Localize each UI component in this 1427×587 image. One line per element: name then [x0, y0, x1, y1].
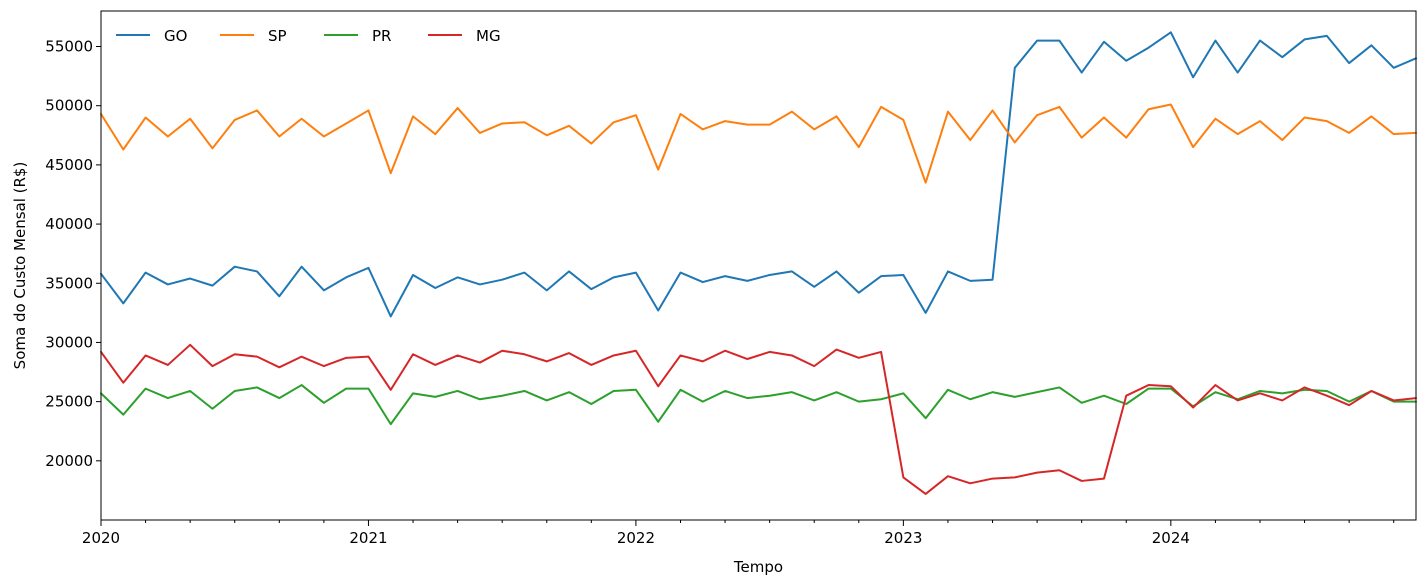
series-line-sp	[100, 103, 1417, 184]
x-tick-label: 2023	[884, 529, 922, 547]
x-axis-label: Tempo	[733, 558, 783, 576]
y-tick-label: 30000	[45, 333, 93, 351]
plot-frame	[100, 10, 1417, 521]
y-tick-label: 50000	[45, 97, 93, 115]
y-axis: 20000 25000 30000 35000 40000 45000 50000 55000	[45, 38, 101, 470]
y-tick-label: 45000	[45, 156, 93, 174]
x-tick-label: 2022	[617, 529, 655, 547]
series-line-go	[100, 31, 1417, 318]
legend-label-sp: SP	[268, 27, 287, 45]
x-axis: 2020 2021 2022 2023 2024	[82, 520, 1395, 547]
plot-area	[100, 10, 1417, 521]
legend-label-pr: PR	[372, 27, 391, 45]
legend: GO SP PR MG	[116, 27, 501, 45]
x-tick-label: 2024	[1152, 529, 1190, 547]
y-tick-label: 55000	[45, 38, 93, 56]
y-axis-label: Soma do Custo Mensal (R$)	[11, 162, 29, 370]
y-tick-label: 35000	[45, 274, 93, 292]
series-layer	[100, 31, 1417, 495]
x-tick-label: 2021	[349, 529, 387, 547]
legend-label-go: GO	[164, 27, 187, 45]
y-tick-label: 40000	[45, 215, 93, 233]
plot-background	[101, 11, 1416, 520]
y-tick-label: 20000	[45, 452, 93, 470]
y-tick-label: 25000	[45, 393, 93, 411]
x-tick-label: 2020	[82, 529, 120, 547]
legend-label-mg: MG	[476, 27, 501, 45]
series-line-mg	[100, 343, 1417, 495]
